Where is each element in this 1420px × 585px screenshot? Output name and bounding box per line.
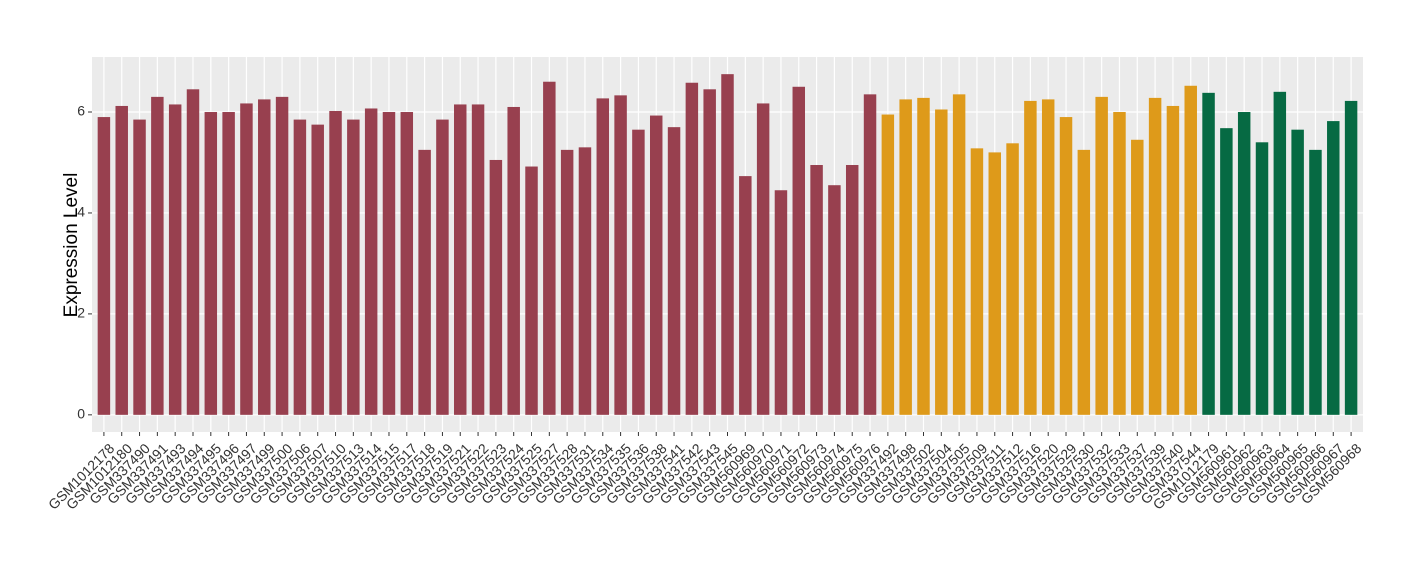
bar bbox=[774, 190, 788, 415]
bar bbox=[275, 96, 289, 415]
bar bbox=[240, 103, 253, 415]
bar bbox=[115, 105, 128, 415]
bar bbox=[649, 115, 663, 415]
bar bbox=[899, 99, 912, 415]
bar bbox=[1131, 139, 1144, 415]
bar bbox=[596, 98, 610, 415]
bar bbox=[1077, 149, 1091, 415]
bar bbox=[1113, 112, 1126, 415]
bar bbox=[436, 119, 449, 415]
bar bbox=[1291, 129, 1304, 415]
bar bbox=[168, 104, 182, 415]
bar bbox=[1327, 121, 1340, 415]
bar bbox=[204, 112, 218, 415]
bar bbox=[364, 108, 378, 415]
bar bbox=[454, 104, 467, 415]
bar bbox=[952, 94, 966, 415]
bar bbox=[578, 147, 592, 415]
bar bbox=[293, 119, 307, 415]
bar bbox=[614, 95, 627, 415]
bar bbox=[685, 82, 699, 415]
bar bbox=[881, 114, 895, 415]
bar bbox=[1166, 105, 1180, 415]
bar bbox=[1095, 96, 1108, 415]
bar bbox=[935, 109, 948, 415]
bar bbox=[917, 97, 930, 415]
bar bbox=[347, 119, 360, 415]
bar bbox=[703, 89, 716, 415]
y-tick-label: 2 bbox=[77, 305, 85, 321]
bar bbox=[1059, 117, 1073, 415]
y-tick-label: 6 bbox=[77, 103, 85, 119]
bar bbox=[329, 111, 342, 415]
bar bbox=[400, 112, 414, 415]
bar bbox=[543, 81, 556, 415]
bar bbox=[1041, 99, 1055, 415]
bar bbox=[1273, 91, 1287, 415]
bar bbox=[151, 96, 164, 415]
bar bbox=[418, 149, 431, 415]
bar bbox=[667, 127, 681, 415]
bar bbox=[970, 148, 984, 415]
bar bbox=[507, 106, 520, 415]
bar bbox=[97, 117, 111, 415]
bar bbox=[1184, 85, 1197, 415]
bar bbox=[489, 159, 503, 415]
bar bbox=[721, 74, 734, 415]
bar bbox=[792, 86, 806, 415]
bar bbox=[1237, 112, 1251, 415]
bar bbox=[382, 112, 396, 415]
bar bbox=[560, 149, 574, 415]
bar bbox=[1148, 97, 1162, 415]
bar bbox=[311, 124, 324, 415]
bar bbox=[258, 99, 271, 415]
y-tick-label: 0 bbox=[77, 406, 85, 422]
bar bbox=[1220, 128, 1233, 415]
bar bbox=[1024, 100, 1037, 415]
bar bbox=[1344, 100, 1358, 415]
bar bbox=[471, 104, 485, 415]
bar bbox=[133, 119, 146, 415]
bar bbox=[828, 185, 841, 415]
bar bbox=[845, 165, 859, 415]
y-tick-label: 4 bbox=[77, 204, 85, 220]
bar bbox=[1309, 149, 1322, 415]
bar bbox=[810, 165, 823, 415]
bar bbox=[222, 112, 235, 415]
bar bbox=[525, 166, 538, 415]
bar bbox=[988, 152, 1001, 415]
bar bbox=[632, 129, 645, 415]
bar bbox=[1006, 143, 1019, 415]
bar bbox=[1202, 92, 1215, 415]
bar bbox=[186, 89, 200, 415]
bar bbox=[756, 103, 770, 415]
bar bbox=[1255, 142, 1269, 415]
bar bbox=[863, 94, 877, 415]
bar bbox=[739, 176, 752, 415]
y-axis-title: Expression Level bbox=[61, 173, 82, 318]
